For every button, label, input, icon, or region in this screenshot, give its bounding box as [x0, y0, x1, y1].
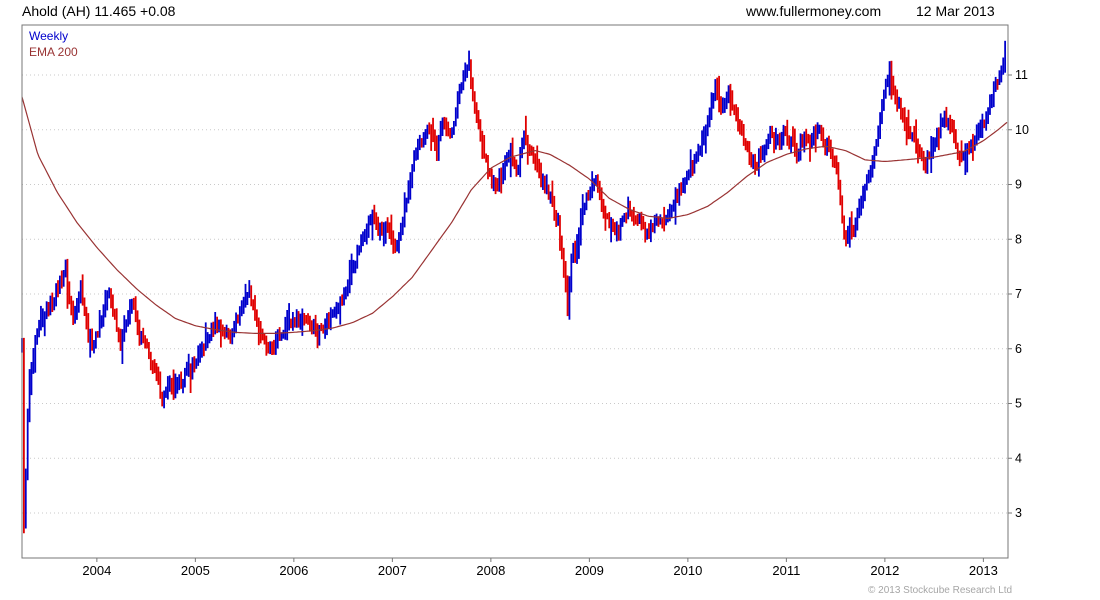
svg-text:2010: 2010: [673, 563, 702, 578]
svg-text:2009: 2009: [575, 563, 604, 578]
ema-200-line: [21, 96, 1008, 334]
svg-text:2006: 2006: [279, 563, 308, 578]
svg-text:4: 4: [1015, 451, 1022, 465]
svg-text:2011: 2011: [772, 563, 800, 578]
svg-text:2004: 2004: [82, 563, 111, 578]
gridlines: [22, 74, 1008, 514]
svg-text:2005: 2005: [181, 563, 210, 578]
x-axis-labels: 2004 2005 2006 2007 2008 2009 2010 2011 2012 2013: [82, 558, 998, 578]
legend-weekly: Weekly: [29, 29, 69, 43]
website-link[interactable]: www.fullermoney.com: [746, 3, 882, 19]
svg-text:9: 9: [1015, 178, 1022, 192]
svg-text:10: 10: [1015, 123, 1029, 137]
chart-date: 12 Mar 2013: [916, 3, 995, 19]
svg-text:2007: 2007: [378, 563, 407, 578]
svg-text:8: 8: [1015, 232, 1022, 246]
svg-text:6: 6: [1015, 342, 1022, 356]
svg-text:7: 7: [1015, 287, 1022, 301]
instrument-title: Ahold (AH) 11.465 +0.08: [22, 3, 176, 19]
svg-text:2008: 2008: [476, 563, 505, 578]
svg-text:2012: 2012: [870, 563, 899, 578]
svg-text:5: 5: [1015, 397, 1022, 411]
svg-text:2013: 2013: [969, 563, 998, 578]
y-axis-labels: 3 4 5 6 7 8 9 10 11: [1008, 68, 1029, 520]
svg-text:11: 11: [1015, 68, 1028, 82]
weekly-bars: [21, 40, 1007, 534]
copyright-notice: © 2013 Stockcube Research Ltd: [868, 585, 1013, 596]
legend-ema-200: EMA 200: [29, 45, 78, 59]
svg-text:3: 3: [1015, 506, 1022, 520]
plot-border: [21, 24, 1009, 559]
